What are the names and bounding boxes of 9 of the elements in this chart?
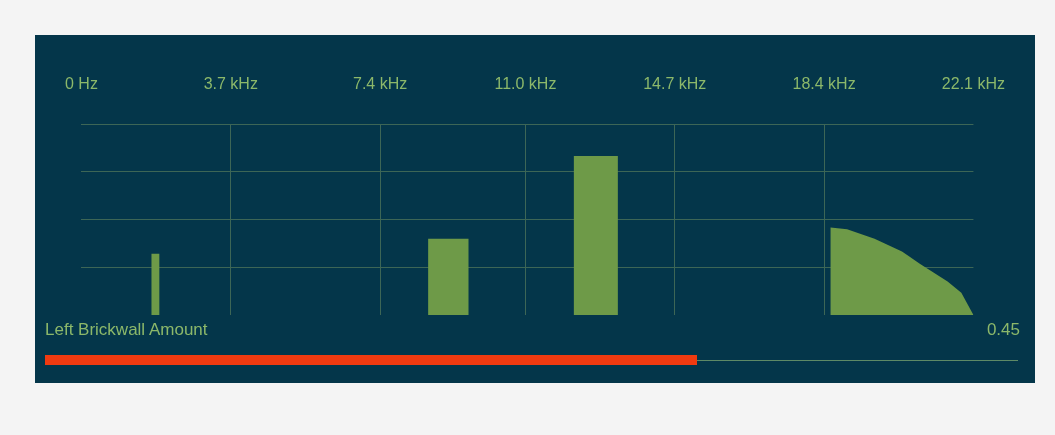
text: Left Brickwall Amount	[45, 320, 208, 340]
x-tick-label: 22.1 kHz	[941, 75, 1005, 93]
x-tick-label: 3.7 kHz	[203, 75, 258, 93]
x-tick-label: 18.4 kHz	[792, 75, 856, 93]
x-tick-label: 11.0 kHz	[494, 75, 557, 93]
text: 0.45	[986, 320, 1020, 340]
x-tick-label: 0 Hz	[65, 75, 98, 93]
x-tick-label: 14.7 kHz	[643, 75, 707, 93]
x-tick-label: 7.4 kHz	[353, 75, 408, 93]
